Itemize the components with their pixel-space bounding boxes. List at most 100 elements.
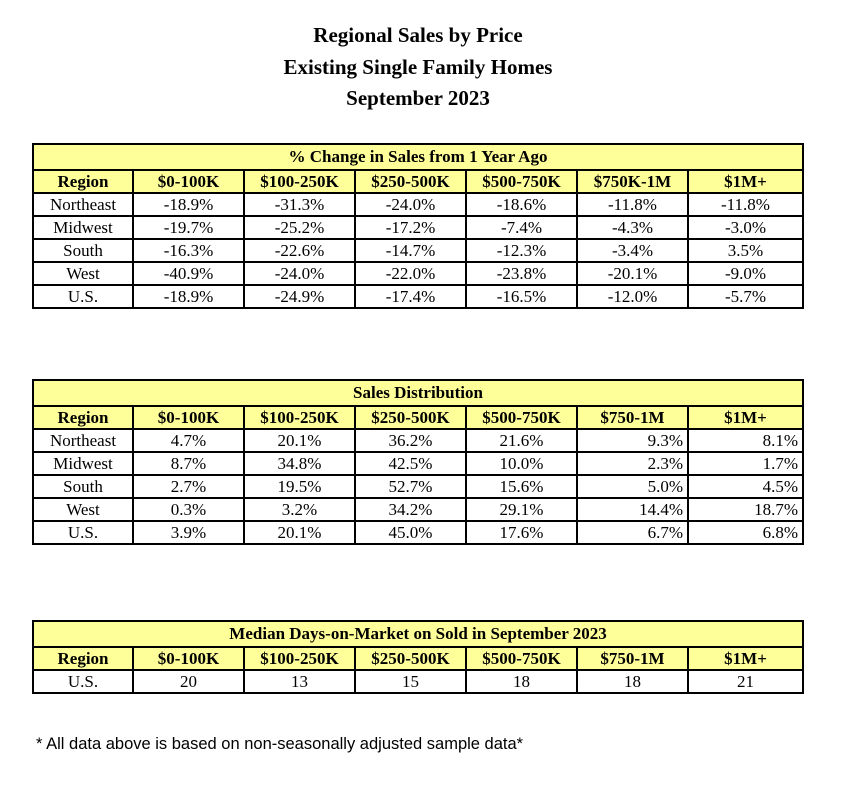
table-row: U.S. -18.9% -24.9% -17.4% -16.5% -12.0% -5.7% [32,284,804,309]
table-caption: % Change in Sales from 1 Year Ago [32,143,804,171]
column-header: Region [32,405,134,430]
value-cell: -5.7% [687,284,804,309]
value-cell: 45.0% [354,520,467,545]
region-cell: Northeast [32,192,134,217]
value-cell: 4.7% [132,428,245,453]
value-cell: -22.0% [354,261,467,286]
value-cell: 42.5% [354,451,467,476]
table-row: West 0.3% 3.2% 34.2% 29.1% 14.4% 18.7% [32,497,804,522]
table-row: U.S. 3.9% 20.1% 45.0% 17.6% 6.7% 6.8% [32,520,804,545]
table-row: Midwest 8.7% 34.8% 42.5% 10.0% 2.3% 1.7% [32,451,804,476]
value-cell: 15.6% [465,474,578,499]
column-header: $1M+ [686,646,805,671]
table-body: Northeast -18.9% -31.3% -24.0% -18.6% -11.8% -… [32,192,804,309]
value-cell: -12.0% [576,284,689,309]
value-cell: 20.1% [243,520,356,545]
region-cell: U.S. [32,520,134,545]
value-cell: 34.2% [354,497,467,522]
value-cell: 17.6% [465,520,578,545]
document-title: Regional Sales by Price Existing Single … [0,20,836,115]
title-line-2: Existing Single Family Homes [283,54,553,79]
value-cell: 5.0% [576,474,689,499]
region-cell: U.S. [32,669,134,694]
value-cell: -24.9% [243,284,356,309]
column-header: $750-1M [576,646,689,671]
table-body: Northeast 4.7% 20.1% 36.2% 21.6% 9.3% 8.1% Midw… [32,428,804,545]
value-cell: 21.6% [465,428,578,453]
column-header: Region [32,646,134,671]
value-cell: -4.3% [576,215,689,240]
value-cell: 8.1% [687,428,804,453]
value-cell: -24.0% [243,261,356,286]
value-cell: -40.9% [132,261,245,286]
value-cell: 1.7% [687,451,804,476]
value-cell: 20 [132,669,245,694]
value-cell: 29.1% [465,497,578,522]
column-header: $250-500K [354,169,467,194]
value-cell: 2.7% [132,474,245,499]
value-cell: -17.4% [354,284,467,309]
value-cell: 19.5% [243,474,356,499]
column-header: $500-750K [465,169,578,194]
value-cell: 52.7% [354,474,467,499]
value-cell: -3.4% [576,238,689,263]
value-cell: -18.9% [132,192,245,217]
region-cell: Midwest [32,451,134,476]
value-cell: -11.8% [576,192,689,217]
value-cell: 0.3% [132,497,245,522]
column-header: $500-750K [465,646,578,671]
region-cell: South [32,474,134,499]
table-caption: Sales Distribution [32,379,804,407]
value-cell: 2.3% [576,451,689,476]
table-row: U.S. 20 13 15 18 18 21 [32,669,805,694]
column-header: $1M+ [687,405,804,430]
column-header: $750K-1M [576,169,689,194]
region-cell: U.S. [32,284,134,309]
value-cell: 36.2% [354,428,467,453]
table-row: Midwest -19.7% -25.2% -17.2% -7.4% -4.3% -3.0% [32,215,804,240]
value-cell: 34.8% [243,451,356,476]
value-cell: 3.5% [687,238,804,263]
title-line-1: Regional Sales by Price [313,23,523,47]
value-cell: -18.9% [132,284,245,309]
value-cell: 13 [243,669,356,694]
value-cell: 18.7% [687,497,804,522]
column-header: $0-100K [132,646,245,671]
value-cell: -20.1% [576,261,689,286]
pct-change-table: % Change in Sales from 1 Year Ago Region… [32,143,804,309]
table-row: South -16.3% -22.6% -14.7% -12.3% -3.4% 3.5% [32,238,804,263]
column-header: $250-500K [354,646,467,671]
value-cell: 20.1% [243,428,356,453]
value-cell: 14.4% [576,497,689,522]
value-cell: -22.6% [243,238,356,263]
column-header: $750-1M [576,405,689,430]
footnote: * All data above is based on non-seasona… [36,735,524,753]
column-header: Region [32,169,134,194]
value-cell: -25.2% [243,215,356,240]
value-cell: -16.3% [132,238,245,263]
value-cell: 21 [686,669,805,694]
value-cell: -24.0% [354,192,467,217]
value-cell: -9.0% [687,261,804,286]
value-cell: -17.2% [354,215,467,240]
region-cell: West [32,497,134,522]
value-cell: 6.7% [576,520,689,545]
value-cell: -12.3% [465,238,578,263]
table-row: Northeast -18.9% -31.3% -24.0% -18.6% -11.8% -… [32,192,804,217]
region-cell: Northeast [32,428,134,453]
table-body: U.S. 20 13 15 18 18 21 [32,669,805,694]
column-header: $0-100K [132,169,245,194]
value-cell: 3.2% [243,497,356,522]
region-cell: Midwest [32,215,134,240]
value-cell: 9.3% [576,428,689,453]
column-header: $1M+ [687,169,804,194]
value-cell: -19.7% [132,215,245,240]
value-cell: -16.5% [465,284,578,309]
value-cell: 18 [465,669,578,694]
value-cell: 8.7% [132,451,245,476]
value-cell: 6.8% [687,520,804,545]
region-cell: South [32,238,134,263]
table-row: Northeast 4.7% 20.1% 36.2% 21.6% 9.3% 8.1% [32,428,804,453]
value-cell: 15 [354,669,467,694]
value-cell: 18 [576,669,689,694]
